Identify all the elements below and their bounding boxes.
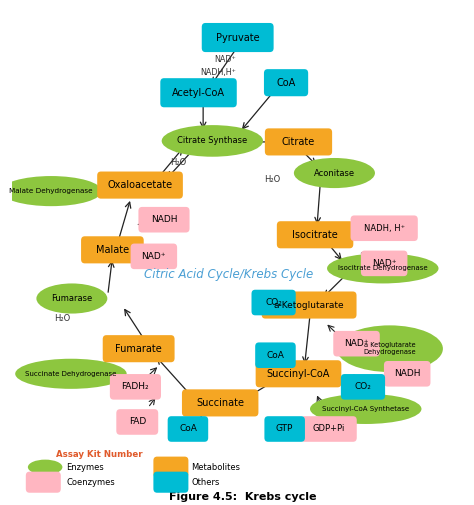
Text: a Ketoglutarate
Dehydrogenase: a Ketoglutarate Dehydrogenase [364, 342, 416, 355]
FancyBboxPatch shape [168, 416, 208, 442]
Text: CoA: CoA [266, 350, 284, 360]
Text: NAD⁺: NAD⁺ [372, 259, 396, 268]
Text: NADH: NADH [151, 215, 177, 224]
Text: H₂O: H₂O [171, 159, 187, 168]
Text: Succinyl-CoA: Succinyl-CoA [267, 369, 330, 379]
Text: FAD: FAD [128, 418, 146, 426]
Text: NAD⁺: NAD⁺ [344, 339, 369, 348]
Text: CoA: CoA [276, 78, 296, 88]
Text: NADH: NADH [394, 369, 420, 378]
Text: CoA: CoA [179, 425, 197, 433]
Text: Figure 4.5:  Krebs cycle: Figure 4.5: Krebs cycle [169, 492, 316, 502]
Text: Assay Kit Number: Assay Kit Number [56, 449, 142, 459]
FancyBboxPatch shape [262, 291, 356, 319]
Text: Metabolites: Metabolites [191, 463, 241, 472]
Text: Citric Acid Cycle/Krebs Cycle: Citric Acid Cycle/Krebs Cycle [144, 269, 313, 281]
FancyBboxPatch shape [81, 236, 144, 264]
Text: NADH,H⁺: NADH,H⁺ [201, 68, 236, 77]
Text: Malate Dehydrogenase: Malate Dehydrogenase [9, 188, 93, 194]
FancyBboxPatch shape [264, 416, 305, 442]
FancyBboxPatch shape [301, 416, 357, 442]
FancyBboxPatch shape [341, 374, 385, 399]
Ellipse shape [28, 460, 63, 475]
Text: Coenzymes: Coenzymes [66, 478, 115, 487]
Ellipse shape [327, 254, 438, 283]
Ellipse shape [0, 176, 102, 206]
FancyBboxPatch shape [182, 389, 258, 417]
FancyBboxPatch shape [131, 243, 177, 269]
Text: a-Ketoglutarate: a-Ketoglutarate [274, 300, 345, 310]
Text: Isocitrate Dehydrogenase: Isocitrate Dehydrogenase [338, 266, 428, 271]
Text: Citrate: Citrate [282, 137, 315, 147]
FancyBboxPatch shape [154, 472, 188, 493]
Text: CO₂: CO₂ [265, 298, 282, 307]
FancyBboxPatch shape [202, 23, 273, 52]
FancyBboxPatch shape [160, 78, 237, 107]
Text: Fumarase: Fumarase [51, 294, 92, 303]
FancyBboxPatch shape [265, 128, 332, 156]
FancyBboxPatch shape [361, 250, 408, 276]
Text: Citrate Synthase: Citrate Synthase [177, 136, 247, 145]
FancyBboxPatch shape [97, 172, 183, 198]
FancyBboxPatch shape [255, 342, 296, 368]
FancyBboxPatch shape [103, 335, 174, 362]
Text: FADH₂: FADH₂ [122, 382, 149, 391]
Ellipse shape [162, 125, 263, 157]
Text: Pyruvate: Pyruvate [216, 32, 259, 42]
FancyBboxPatch shape [252, 290, 296, 315]
Text: GDP+Pi: GDP+Pi [313, 425, 345, 433]
FancyBboxPatch shape [138, 207, 190, 232]
Text: GTP: GTP [276, 425, 293, 433]
FancyBboxPatch shape [277, 221, 353, 248]
FancyBboxPatch shape [255, 360, 341, 387]
Ellipse shape [294, 158, 375, 188]
FancyBboxPatch shape [351, 216, 418, 241]
Text: Malate: Malate [96, 245, 129, 255]
Ellipse shape [310, 394, 421, 424]
Ellipse shape [36, 283, 107, 314]
Text: Others: Others [191, 478, 220, 487]
FancyBboxPatch shape [264, 69, 308, 96]
FancyBboxPatch shape [26, 472, 61, 493]
Ellipse shape [337, 325, 443, 372]
FancyBboxPatch shape [384, 361, 430, 387]
Text: NADH, H⁺: NADH, H⁺ [364, 224, 405, 233]
FancyBboxPatch shape [110, 374, 161, 399]
Text: NAD⁺: NAD⁺ [142, 252, 166, 261]
Text: CO₂: CO₂ [355, 382, 372, 391]
Text: Isocitrate: Isocitrate [292, 230, 338, 240]
Text: Succinate Dehydrogenase: Succinate Dehydrogenase [25, 371, 117, 377]
FancyBboxPatch shape [154, 457, 188, 478]
Text: NAD⁺: NAD⁺ [214, 55, 236, 64]
Text: H₂O: H₂O [55, 314, 71, 323]
Text: Aconitase: Aconitase [314, 169, 355, 178]
FancyBboxPatch shape [116, 409, 158, 435]
Ellipse shape [15, 359, 127, 389]
Text: Acetyl-CoA: Acetyl-CoA [172, 88, 225, 98]
Text: H₂O: H₂O [264, 175, 280, 184]
Text: Fumarate: Fumarate [115, 344, 162, 354]
FancyBboxPatch shape [333, 331, 380, 357]
Text: Enzymes: Enzymes [66, 463, 104, 472]
Text: Succinyl-CoA Synthetase: Succinyl-CoA Synthetase [322, 406, 410, 412]
Text: Succinate: Succinate [196, 398, 244, 408]
Text: Oxaloacetate: Oxaloacetate [108, 180, 173, 190]
